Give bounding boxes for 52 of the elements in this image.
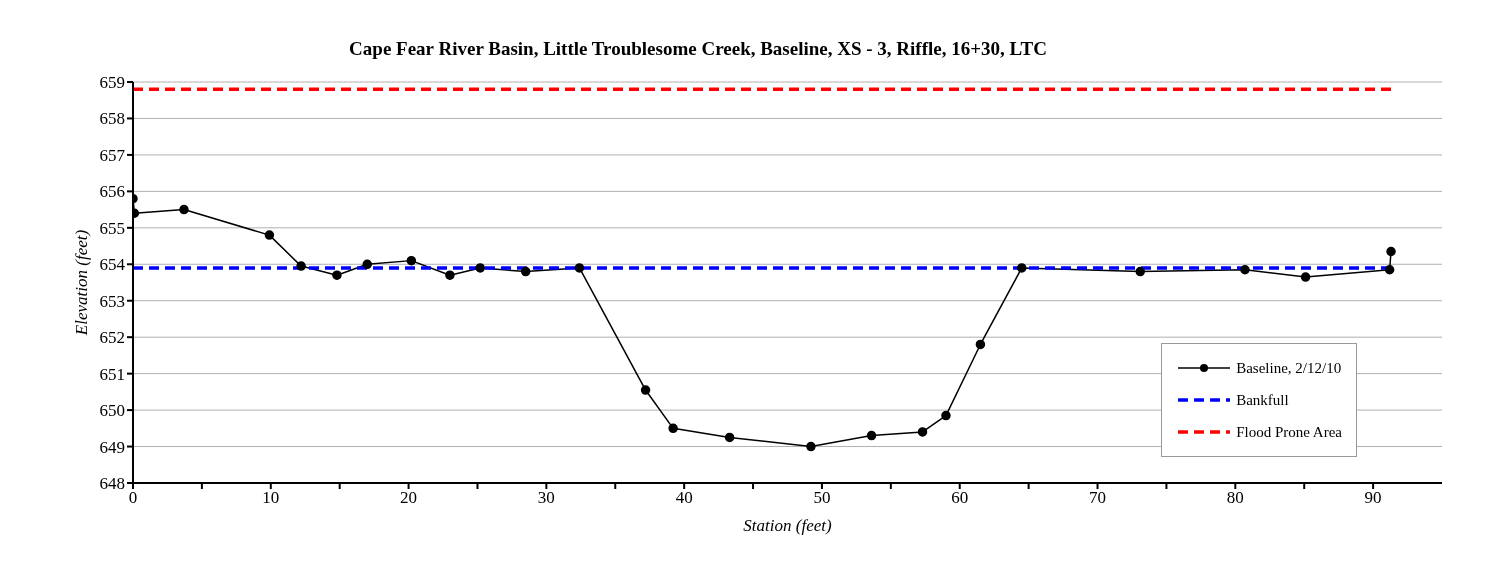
y-tick-label: 651: [99, 364, 125, 384]
x-tick-label: 70: [1089, 488, 1107, 508]
y-tick-label: 648: [99, 474, 125, 494]
point: [1135, 266, 1145, 277]
point: [806, 441, 816, 452]
point: [1300, 272, 1311, 282]
y-tick-label: 650: [99, 401, 125, 421]
point: [866, 430, 877, 441]
point: [724, 432, 735, 443]
legend-label: Bankfull: [1236, 391, 1289, 409]
point: [520, 266, 531, 277]
point: [406, 255, 417, 266]
point: [668, 423, 678, 434]
x-axis-title: Station (feet): [743, 516, 832, 535]
point: [179, 204, 189, 215]
y-axis-title: Elevation (feet): [72, 229, 92, 337]
y-tick-label: 653: [99, 291, 125, 311]
x-tick-label: 50: [813, 488, 831, 508]
point: [296, 261, 306, 271]
chart-title: Cape Fear River Basin, Little Troublesome Creek, Baseline, XS - 3, Riffle, 16+30, LTC: [348, 38, 1048, 60]
y-tick-label: 649: [99, 437, 125, 457]
point: [574, 263, 585, 273]
x-tick-label: 60: [951, 488, 969, 508]
point: [264, 230, 275, 240]
legend-label: Flood Prone Area: [1236, 423, 1342, 441]
x-tick-label: 30: [537, 488, 555, 508]
point: [1016, 263, 1027, 273]
point: [332, 270, 342, 280]
point: [975, 339, 986, 350]
point: [941, 410, 951, 421]
x-tick-label: 80: [1226, 488, 1244, 508]
point: [1240, 264, 1250, 275]
y-tick-label: 658: [99, 109, 125, 129]
legend-label: Baseline, 2/12/10: [1236, 359, 1342, 377]
point: [445, 270, 455, 280]
x-tick-label: 90: [1364, 488, 1382, 508]
x-tick-label: 40: [675, 488, 693, 508]
x-tick-label: 10: [262, 488, 280, 508]
y-tick-label: 652: [99, 328, 125, 348]
y-tick-label: 655: [99, 218, 125, 238]
point: [917, 427, 928, 437]
point: [640, 385, 651, 395]
point: [475, 263, 485, 273]
y-tick-label: 654: [99, 255, 126, 275]
y-tick-label: 659: [99, 73, 125, 93]
point: [362, 259, 372, 270]
y-tick-label: 657: [99, 145, 126, 165]
x-tick-label: 0: [128, 488, 138, 508]
point: [1384, 264, 1395, 275]
x-tick-label: 20: [400, 488, 418, 508]
y-tick-label: 656: [99, 182, 125, 202]
point: [1386, 246, 1396, 257]
